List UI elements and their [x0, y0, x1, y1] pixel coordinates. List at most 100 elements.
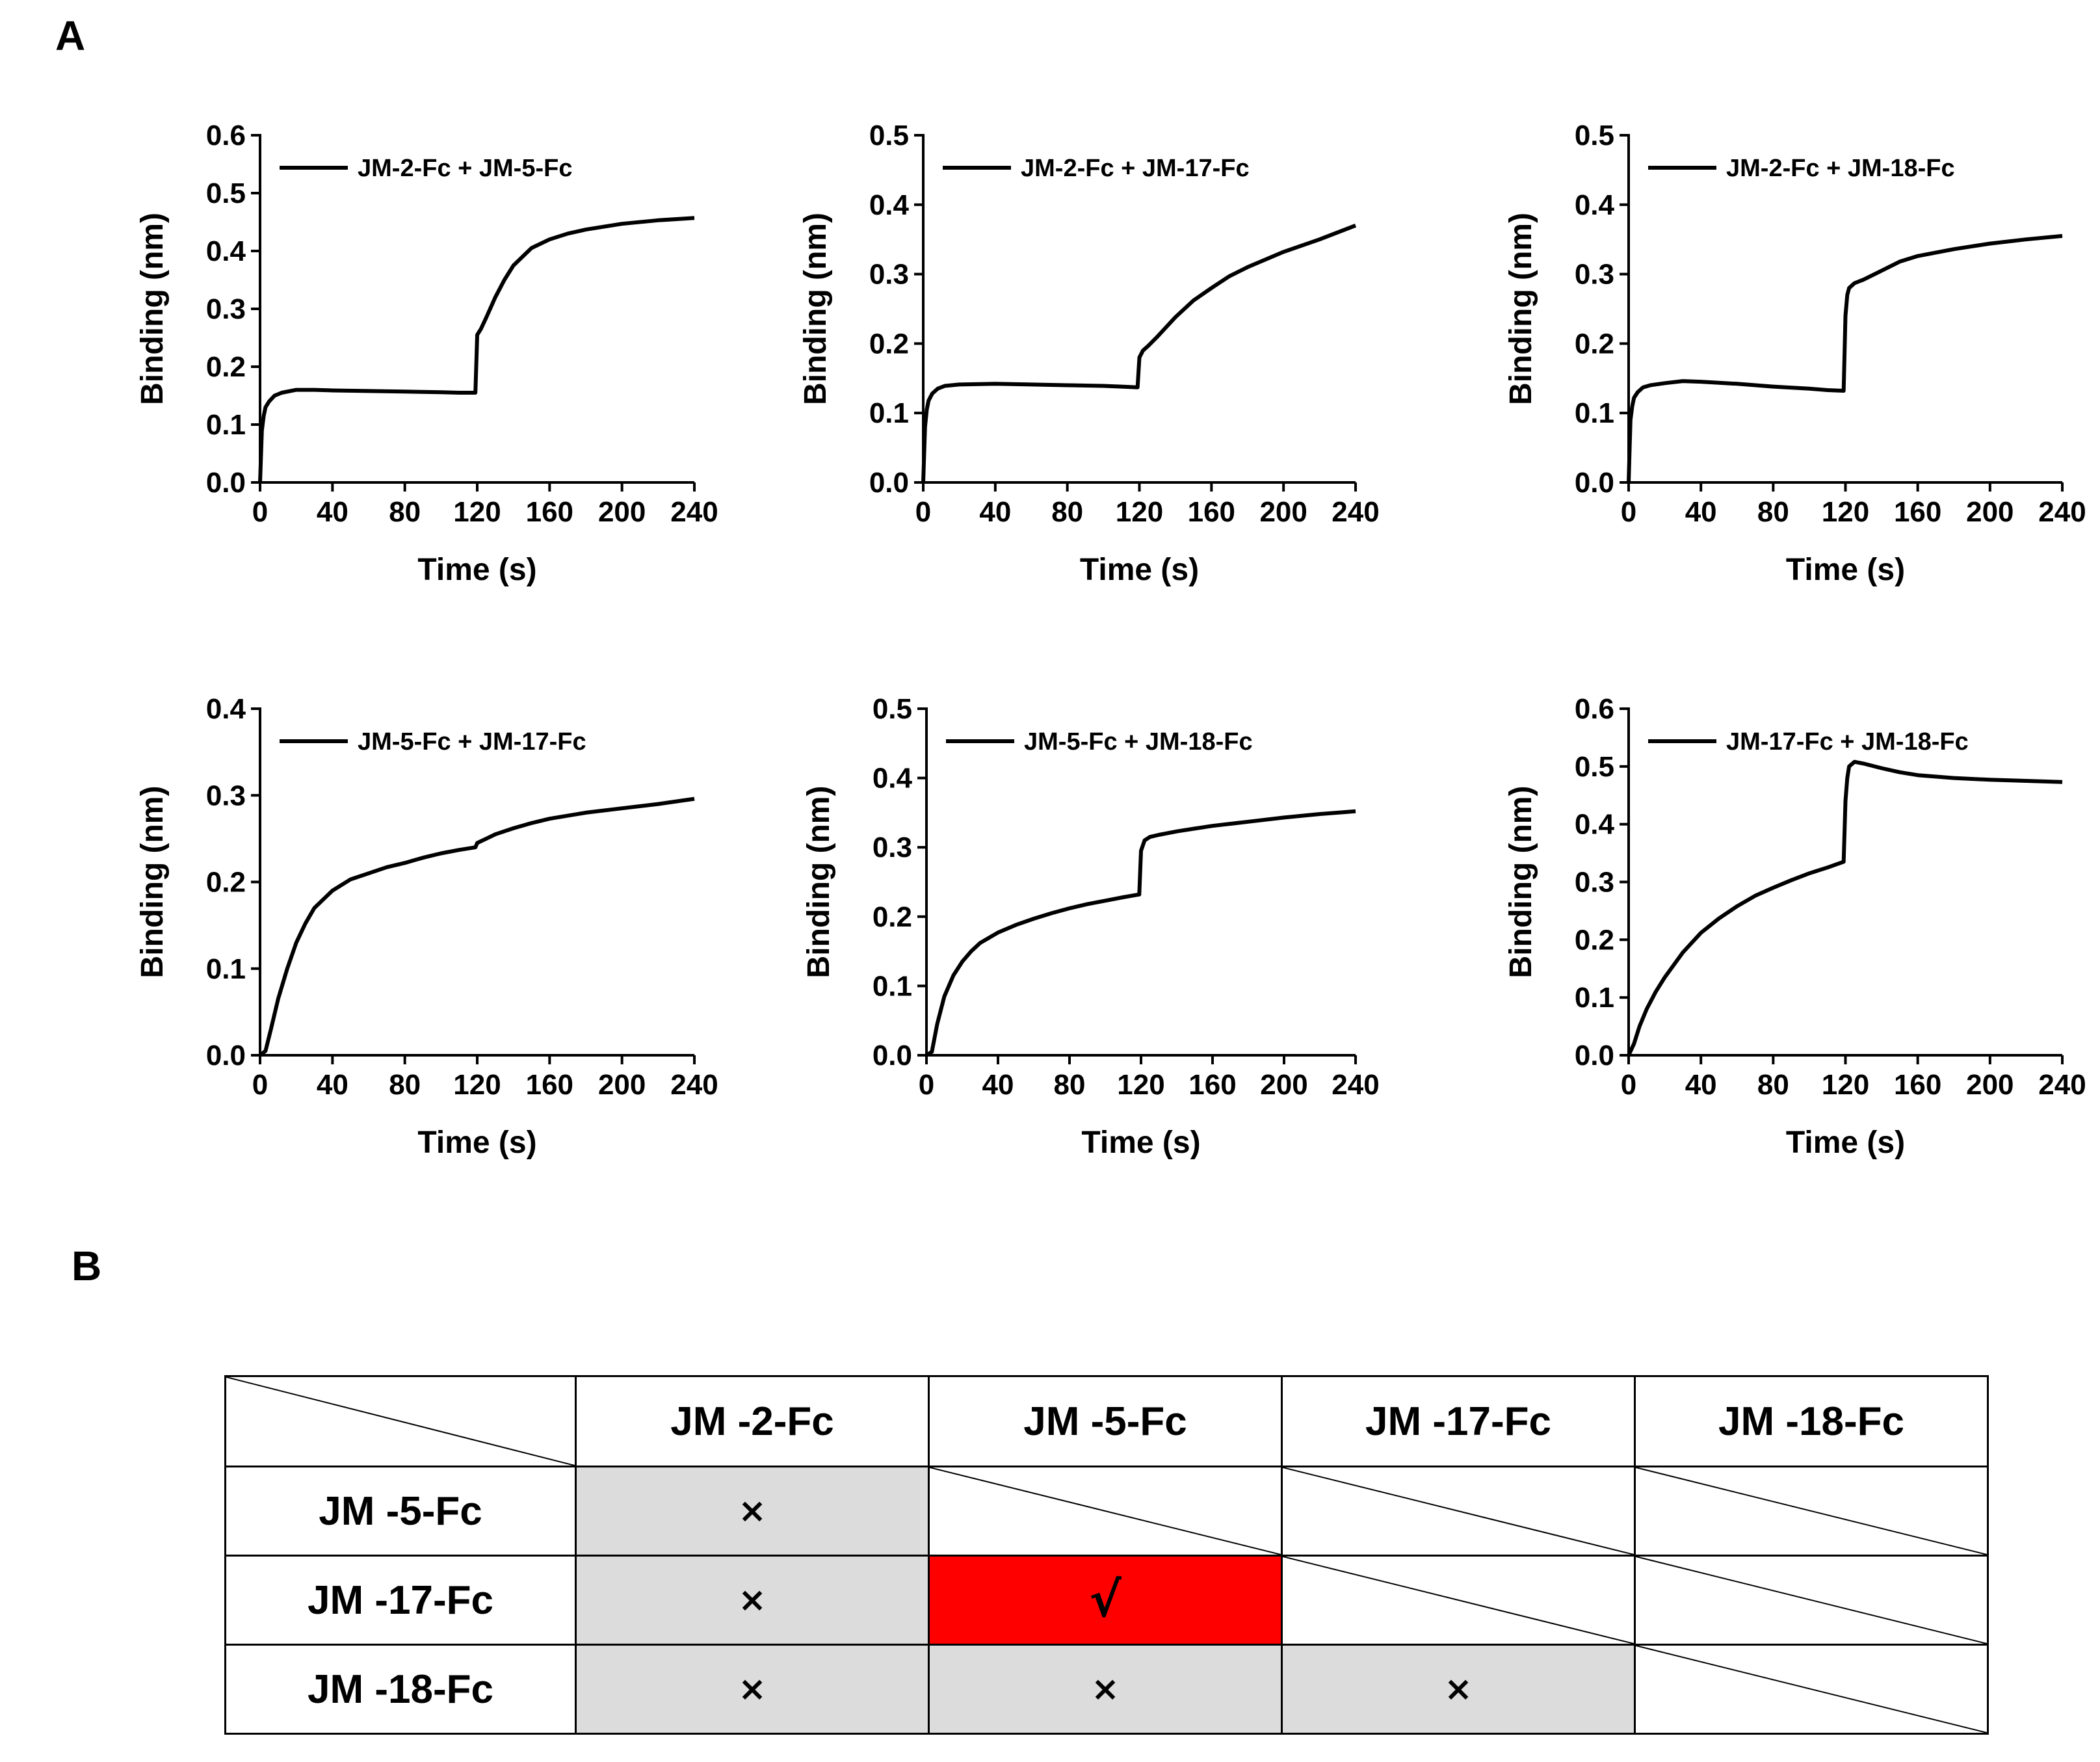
column-header: JM -5-Fc [928, 1375, 1283, 1467]
table-row: JM -5-Fc × [224, 1466, 1989, 1557]
legend-label: JM-17-Fc + JM-18-Fc [1726, 728, 1969, 756]
y-tick-label: 0.3 [873, 832, 912, 863]
empty-diagonal-cell [1634, 1644, 1989, 1735]
column-header: JM -17-Fc [1281, 1375, 1636, 1467]
y-tick-label: 0.0 [1575, 467, 1614, 499]
y-tick-label: 0.4 [1575, 809, 1615, 841]
binding-curve [1627, 233, 2063, 483]
legend-label: JM-5-Fc + JM-17-Fc [358, 728, 586, 756]
binding-curve [258, 216, 695, 483]
x-tick-label: 80 [1757, 1069, 1789, 1101]
x-tick-label: 0 [919, 1069, 934, 1101]
x-axis-title: Time (s) [1786, 553, 1905, 587]
x-tick-label: 240 [1332, 1069, 1379, 1101]
y-axis-title: Binding (nm) [802, 786, 836, 979]
x-tick-label: 40 [982, 1069, 1014, 1101]
binding-curve [921, 224, 1357, 483]
x-tick-label: 160 [1894, 1069, 1941, 1101]
x-axis-title: Time (s) [1081, 1125, 1200, 1160]
x-tick-label: 0 [1621, 1069, 1636, 1101]
x-tick-label: 120 [453, 1069, 501, 1101]
x-tick-label: 200 [1966, 1069, 2014, 1101]
cross-mark-cell: × [575, 1466, 930, 1557]
x-tick-label: 120 [1116, 496, 1163, 528]
x-tick-label: 40 [1685, 1069, 1717, 1101]
x-tick-label: 80 [389, 1069, 421, 1101]
legend-label: JM-2-Fc + JM-5-Fc [358, 155, 572, 182]
panel-label-a: A [55, 12, 86, 59]
y-tick-label: 0.3 [1575, 867, 1614, 899]
y-axis-title: Binding (nm) [135, 786, 170, 979]
y-tick-label: 0.1 [206, 953, 246, 985]
x-tick-label: 160 [526, 496, 573, 528]
x-tick-label: 40 [317, 1069, 348, 1101]
x-tick-label: 200 [1966, 496, 2014, 528]
x-axis-title: Time (s) [417, 1125, 536, 1160]
y-tick-label: 0.2 [206, 867, 246, 899]
legend-label: JM-5-Fc + JM-18-Fc [1024, 728, 1253, 756]
y-tick-label: 0.3 [1575, 259, 1614, 291]
x-tick-label: 40 [317, 496, 348, 528]
y-tick-label: 0.1 [1575, 397, 1614, 429]
legend-label: JM-2-Fc + JM-18-Fc [1726, 155, 1955, 182]
x-tick-label: 160 [1188, 1069, 1236, 1101]
column-header: JM -18-Fc [1634, 1375, 1989, 1467]
binding-curve [1627, 759, 2063, 1057]
y-tick-label: 0.5 [873, 693, 912, 725]
x-tick-label: 0 [915, 496, 931, 528]
cross-mark-cell: × [928, 1644, 1283, 1735]
x-tick-label: 0 [252, 496, 268, 528]
x-tick-label: 240 [2038, 496, 2086, 528]
table-row: JM -17-Fc × √ [224, 1555, 1989, 1646]
x-tick-label: 120 [453, 496, 501, 528]
y-axis-title: Binding (nm) [1504, 786, 1538, 979]
y-tick-label: 0.4 [869, 189, 910, 221]
y-tick-label: 0.4 [206, 235, 246, 267]
x-tick-label: 160 [1188, 496, 1235, 528]
y-axis-title: Binding (nm) [1504, 213, 1538, 405]
check-mark-cell: √ [928, 1555, 1283, 1646]
table-header-row: JM -2-Fc JM -5-Fc JM -17-Fc JM -18-Fc [224, 1375, 1989, 1467]
y-tick-label: 0.3 [869, 259, 909, 291]
x-tick-label: 0 [252, 1069, 268, 1101]
legend-label: JM-2-Fc + JM-17-Fc [1021, 155, 1250, 182]
x-tick-label: 120 [1822, 496, 1869, 528]
x-tick-label: 0 [1621, 496, 1636, 528]
cross-mark-cell: × [1281, 1644, 1636, 1735]
cross-mark-cell: × [575, 1644, 930, 1735]
column-header: JM -2-Fc [575, 1375, 930, 1467]
x-axis-title: Time (s) [417, 553, 536, 587]
y-tick-label: 0.6 [206, 120, 246, 151]
x-tick-label: 80 [1757, 496, 1789, 528]
y-tick-label: 0.0 [206, 1040, 246, 1072]
y-tick-label: 0.1 [1575, 982, 1614, 1014]
x-tick-label: 40 [1685, 496, 1717, 528]
row-header: JM -5-Fc [224, 1466, 577, 1557]
y-tick-label: 0.2 [1575, 924, 1614, 956]
competition-matrix-table: JM -2-Fc JM -5-Fc JM -17-Fc JM -18-Fc JM… [224, 1375, 1989, 1735]
y-tick-label: 0.5 [1575, 751, 1614, 783]
y-tick-label: 0.1 [206, 409, 246, 441]
y-tick-label: 0.0 [869, 467, 909, 499]
y-axis-title: Binding (nm) [135, 213, 170, 405]
x-tick-label: 40 [979, 496, 1011, 528]
table-corner-cell [224, 1375, 577, 1467]
y-tick-label: 0.1 [869, 397, 909, 429]
binding-curve [259, 796, 695, 1057]
panel-label-b: B [72, 1243, 102, 1289]
y-tick-label: 0.4 [206, 693, 246, 725]
x-tick-label: 240 [670, 496, 718, 528]
y-tick-label: 0.3 [206, 293, 246, 325]
y-tick-label: 0.5 [206, 178, 246, 209]
y-tick-label: 0.0 [206, 467, 246, 499]
y-tick-label: 0.4 [1575, 189, 1615, 221]
binding-curve [925, 809, 1356, 1057]
y-tick-label: 0.4 [873, 763, 913, 795]
row-header: JM -18-Fc [224, 1644, 577, 1735]
y-tick-label: 0.5 [869, 120, 909, 151]
y-tick-label: 0.1 [873, 970, 912, 1002]
x-tick-label: 80 [1051, 496, 1083, 528]
x-tick-label: 120 [1822, 1069, 1869, 1101]
x-tick-label: 160 [1894, 496, 1941, 528]
empty-diagonal-cell [1634, 1555, 1989, 1646]
